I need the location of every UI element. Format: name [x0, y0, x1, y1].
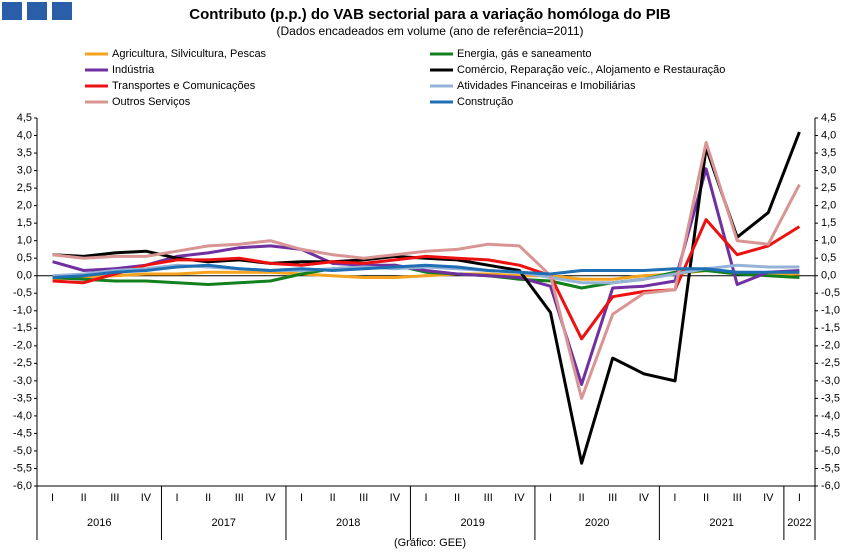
y-tick-label: -6,0: [13, 480, 32, 492]
y-tick-label: 3,0: [17, 164, 32, 176]
legend-label: Energia, gás e saneamento: [457, 48, 592, 60]
x-tick-label: II: [81, 492, 87, 504]
y-tick-label: -4,5: [13, 427, 32, 439]
y2-tick-label: -0,5: [821, 287, 840, 299]
y2-tick-label: -2,5: [821, 357, 840, 369]
year-label: 2022: [787, 517, 811, 529]
y2-tick-label: -3,0: [821, 375, 840, 387]
x-tick-label: I: [300, 492, 303, 504]
y-tick-label: 4,5: [17, 112, 32, 124]
x-tick-label: IV: [639, 492, 650, 504]
y-tick-label: -5,5: [13, 462, 32, 474]
source: (Gráfico: GEE): [394, 537, 466, 549]
y-tick-label: -2,0: [13, 340, 32, 352]
y-tick-label: 1,0: [17, 235, 32, 247]
y2-tick-label: -4,5: [821, 427, 840, 439]
y-tick-label: 0,0: [17, 270, 32, 282]
y2-tick-label: -5,5: [821, 462, 840, 474]
x-tick-label: II: [579, 492, 585, 504]
x-tick-label: I: [176, 492, 179, 504]
legend-label: Outros Serviços: [112, 96, 191, 108]
x-tick-label: III: [608, 492, 617, 504]
y2-tick-label: 2,0: [821, 200, 836, 212]
y-tick-label: 2,5: [17, 182, 32, 194]
y2-tick-label: 4,5: [821, 112, 836, 124]
y-tick-label: -3,5: [13, 392, 32, 404]
x-tick-label: IV: [141, 492, 152, 504]
legend-label: Construção: [457, 96, 513, 108]
y2-tick-label: -1,0: [821, 305, 840, 317]
y-tick-label: -5,0: [13, 445, 32, 457]
series-line: [52, 263, 800, 290]
y-tick-label: -0,5: [13, 287, 32, 299]
logo-square: [2, 2, 22, 20]
x-tick-label: III: [110, 492, 119, 504]
x-tick-label: IV: [390, 492, 401, 504]
y-tick-label: 1,5: [17, 217, 32, 229]
legend-label: Comércio, Reparação veíc., Alojamento e …: [457, 64, 725, 76]
year-label: 2018: [336, 517, 360, 529]
y2-tick-label: 4,0: [821, 129, 836, 141]
y-tick-label: 0,5: [17, 252, 32, 264]
y-tick-label: 2,0: [17, 200, 32, 212]
year-label: 2016: [87, 517, 111, 529]
x-tick-label: II: [205, 492, 211, 504]
y-tick-label: -1,5: [13, 322, 32, 334]
x-tick-label: I: [424, 492, 427, 504]
x-tick-label: III: [733, 492, 742, 504]
y2-tick-label: 1,5: [821, 217, 836, 229]
year-label: 2017: [211, 517, 235, 529]
x-tick-label: IV: [514, 492, 525, 504]
y-tick-label: 3,5: [17, 147, 32, 159]
y2-tick-label: -6,0: [821, 480, 840, 492]
y2-tick-label: 0,5: [821, 252, 836, 264]
series-line: [52, 167, 800, 386]
x-tick-label: II: [330, 492, 336, 504]
chart-title: Contributo (p.p.) do VAB sectorial para …: [189, 6, 671, 23]
y2-tick-label: 0,0: [821, 270, 836, 282]
series-line: [52, 141, 801, 400]
x-tick-label: III: [235, 492, 244, 504]
logo-square: [27, 2, 47, 20]
x-tick-label: I: [51, 492, 54, 504]
y2-tick-label: 3,5: [821, 147, 836, 159]
year-label: 2019: [460, 517, 484, 529]
y-tick-label: 4,0: [17, 129, 32, 141]
series-line: [52, 263, 800, 279]
legend-label: Transportes e Comunicações: [112, 80, 256, 92]
x-tick-label: I: [549, 492, 552, 504]
y2-tick-label: -2,0: [821, 340, 840, 352]
x-tick-label: II: [703, 492, 709, 504]
y2-tick-label: -5,0: [821, 445, 840, 457]
y-tick-label: -1,0: [13, 305, 32, 317]
x-tick-label: II: [454, 492, 460, 504]
y-tick-label: -2,5: [13, 357, 32, 369]
legend-label: Atividades Financeiras e Imobiliárias: [457, 80, 636, 92]
series-line: [52, 263, 800, 285]
series-line: [52, 131, 801, 465]
y2-tick-label: -3,5: [821, 392, 840, 404]
y2-tick-label: 2,5: [821, 182, 836, 194]
y2-tick-label: -4,0: [821, 410, 840, 422]
x-tick-label: I: [673, 492, 676, 504]
y2-tick-label: 3,0: [821, 164, 836, 176]
y-tick-label: -4,0: [13, 410, 32, 422]
x-tick-label: IV: [265, 492, 276, 504]
logo-square: [52, 2, 72, 20]
y2-tick-label: -1,5: [821, 322, 840, 334]
legend-label: Indústria: [112, 64, 155, 76]
x-tick-label: IV: [763, 492, 774, 504]
year-label: 2020: [585, 517, 609, 529]
x-tick-label: I: [798, 492, 801, 504]
y-tick-label: -3,0: [13, 375, 32, 387]
chart-subtitle: (Dados encadeados em volume (ano de refe…: [277, 24, 584, 38]
year-label: 2021: [709, 517, 733, 529]
y2-tick-label: 1,0: [821, 235, 836, 247]
x-tick-label: III: [359, 492, 368, 504]
legend-label: Agricultura, Silvicultura, Pescas: [112, 48, 267, 60]
x-tick-label: III: [484, 492, 493, 504]
